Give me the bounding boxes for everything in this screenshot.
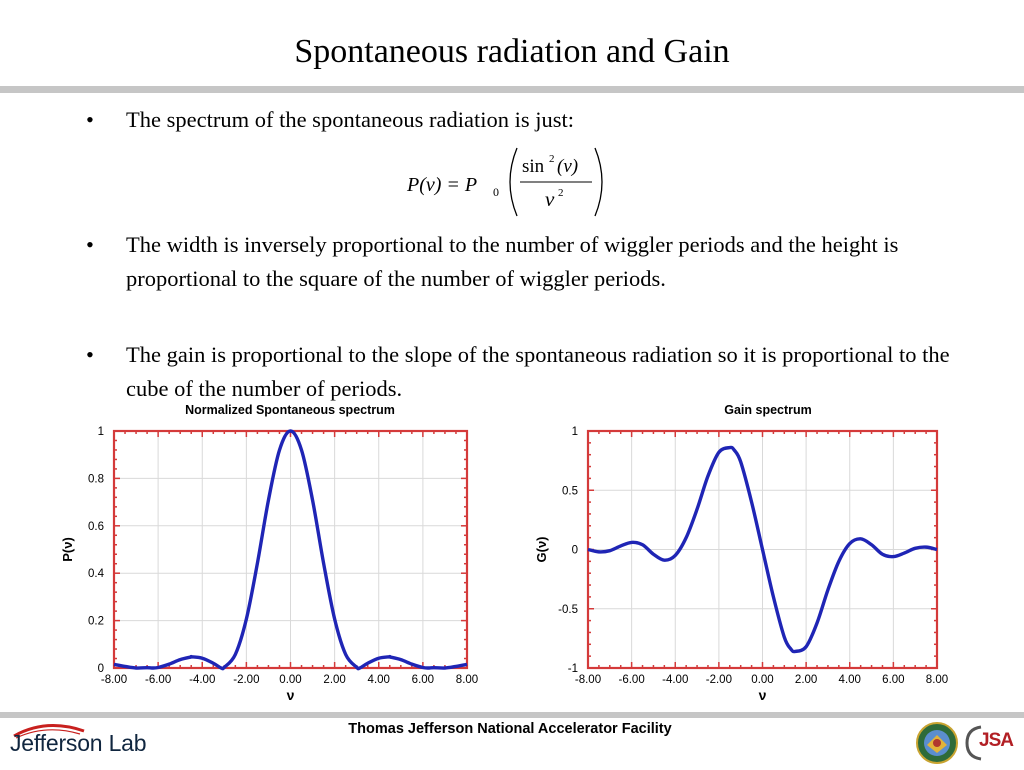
x-tick-label: 2.00: [795, 674, 817, 686]
y-tick-label: -1: [568, 663, 578, 675]
logo-swoosh-icon: [13, 724, 85, 738]
x-tick-label: -2.00: [233, 674, 259, 686]
spectrum-formula: P(ν) = P 0 sin 2 (ν) ν 2: [395, 142, 615, 222]
formula-denominator-exponent: 2: [558, 187, 564, 199]
x-tick-label: 6.00: [412, 674, 434, 686]
x-tick-label: -6.00: [145, 674, 171, 686]
x-tick-label: 4.00: [839, 674, 861, 686]
x-tick-label: 0.00: [751, 674, 773, 686]
formula-lhs-subscript: 0: [493, 185, 499, 199]
bullet-marker: •: [86, 107, 94, 132]
formula-right-paren: [594, 147, 603, 217]
bullet-item-3: • The gain is proportional to the slope …: [86, 338, 956, 406]
bullet-text-2: The width is inversely proportional to t…: [126, 232, 899, 291]
series-line: [587, 445, 938, 654]
formula-denominator: ν: [545, 187, 555, 211]
footer-divider: [0, 712, 1024, 718]
x-tick-label: 0.00: [279, 674, 301, 686]
jsa-logo-text: JSA: [979, 730, 1014, 751]
bullet-marker: •: [86, 232, 94, 257]
logo-swoosh-inner-icon: [15, 729, 81, 739]
jsa-swoosh-icon: [965, 725, 982, 761]
title-divider: [0, 86, 1024, 93]
x-tick-label: 2.00: [323, 674, 345, 686]
slide-title: Spontaneous radiation and Gain: [294, 33, 730, 70]
x-tick-label: -6.00: [619, 674, 645, 686]
x-axis-label: ν: [759, 687, 767, 703]
formula-numerator: sin: [522, 156, 545, 177]
spontaneous-spectrum-chart: Normalized Spontaneous spectrum -8.00 -6.0…: [55, 398, 495, 708]
x-tick-label: 6.00: [882, 674, 904, 686]
series-line: [113, 429, 468, 671]
jsa-logo: JSA: [963, 721, 1021, 765]
formula-lhs: P(ν) = P: [406, 174, 477, 196]
y-axis-label: P(ν): [60, 537, 75, 562]
chart-title: Gain spectrum: [724, 403, 812, 417]
x-tick-label: -4.00: [662, 674, 688, 686]
y-tick-label: 1: [98, 426, 104, 438]
y-tick-label: 0.4: [88, 568, 105, 580]
jefferson-lab-logo: Jefferson Lab: [6, 722, 176, 764]
y-tick-label: -0.5: [558, 604, 578, 616]
y-tick-label: 0: [98, 663, 104, 675]
x-tick-label: -8.00: [101, 674, 127, 686]
x-tick-label: -2.00: [706, 674, 732, 686]
y-tick-label: 0.8: [88, 473, 104, 485]
x-tick-label: -8.00: [575, 674, 601, 686]
x-tick-label: 4.00: [368, 674, 390, 686]
y-tick-label: 0.5: [562, 485, 578, 497]
formula-left-paren: [509, 147, 518, 217]
footer-organization: Thomas Jefferson National Accelerator Fa…: [348, 721, 672, 737]
x-axis-label: ν: [287, 687, 295, 703]
y-axis-label: G(ν): [534, 537, 549, 563]
y-tick-label: 0.2: [88, 616, 104, 628]
x-tick-label: -4.00: [189, 674, 215, 686]
y-tick-label: 0.6: [88, 521, 104, 533]
formula-numerator-argument: (ν): [557, 156, 578, 177]
x-tick-label: 8.00: [926, 674, 948, 686]
bullet-marker: •: [86, 342, 94, 367]
bullet-text-1: The spectrum of the spontaneous radiatio…: [126, 107, 575, 132]
bullet-item-1: • The spectrum of the spontaneous radiat…: [86, 103, 946, 137]
y-tick-label: 1: [572, 426, 578, 438]
formula-numerator-exponent: 2: [549, 153, 555, 165]
doe-seal-icon: [915, 721, 959, 765]
bullet-text-3: The gain is proportional to the slope of…: [126, 342, 950, 401]
chart-title: Normalized Spontaneous spectrum: [185, 403, 395, 417]
bullet-item-2: • The width is inversely proportional to…: [86, 228, 956, 296]
x-tick-label: 8.00: [456, 674, 478, 686]
y-tick-label: 0: [572, 545, 578, 557]
logo-wordmark: Jefferson Lab: [10, 730, 147, 756]
gain-spectrum-chart: Gain spectrum -8.00 -6.00 -4.00 -2.00 0.00 2.0…: [530, 398, 960, 708]
